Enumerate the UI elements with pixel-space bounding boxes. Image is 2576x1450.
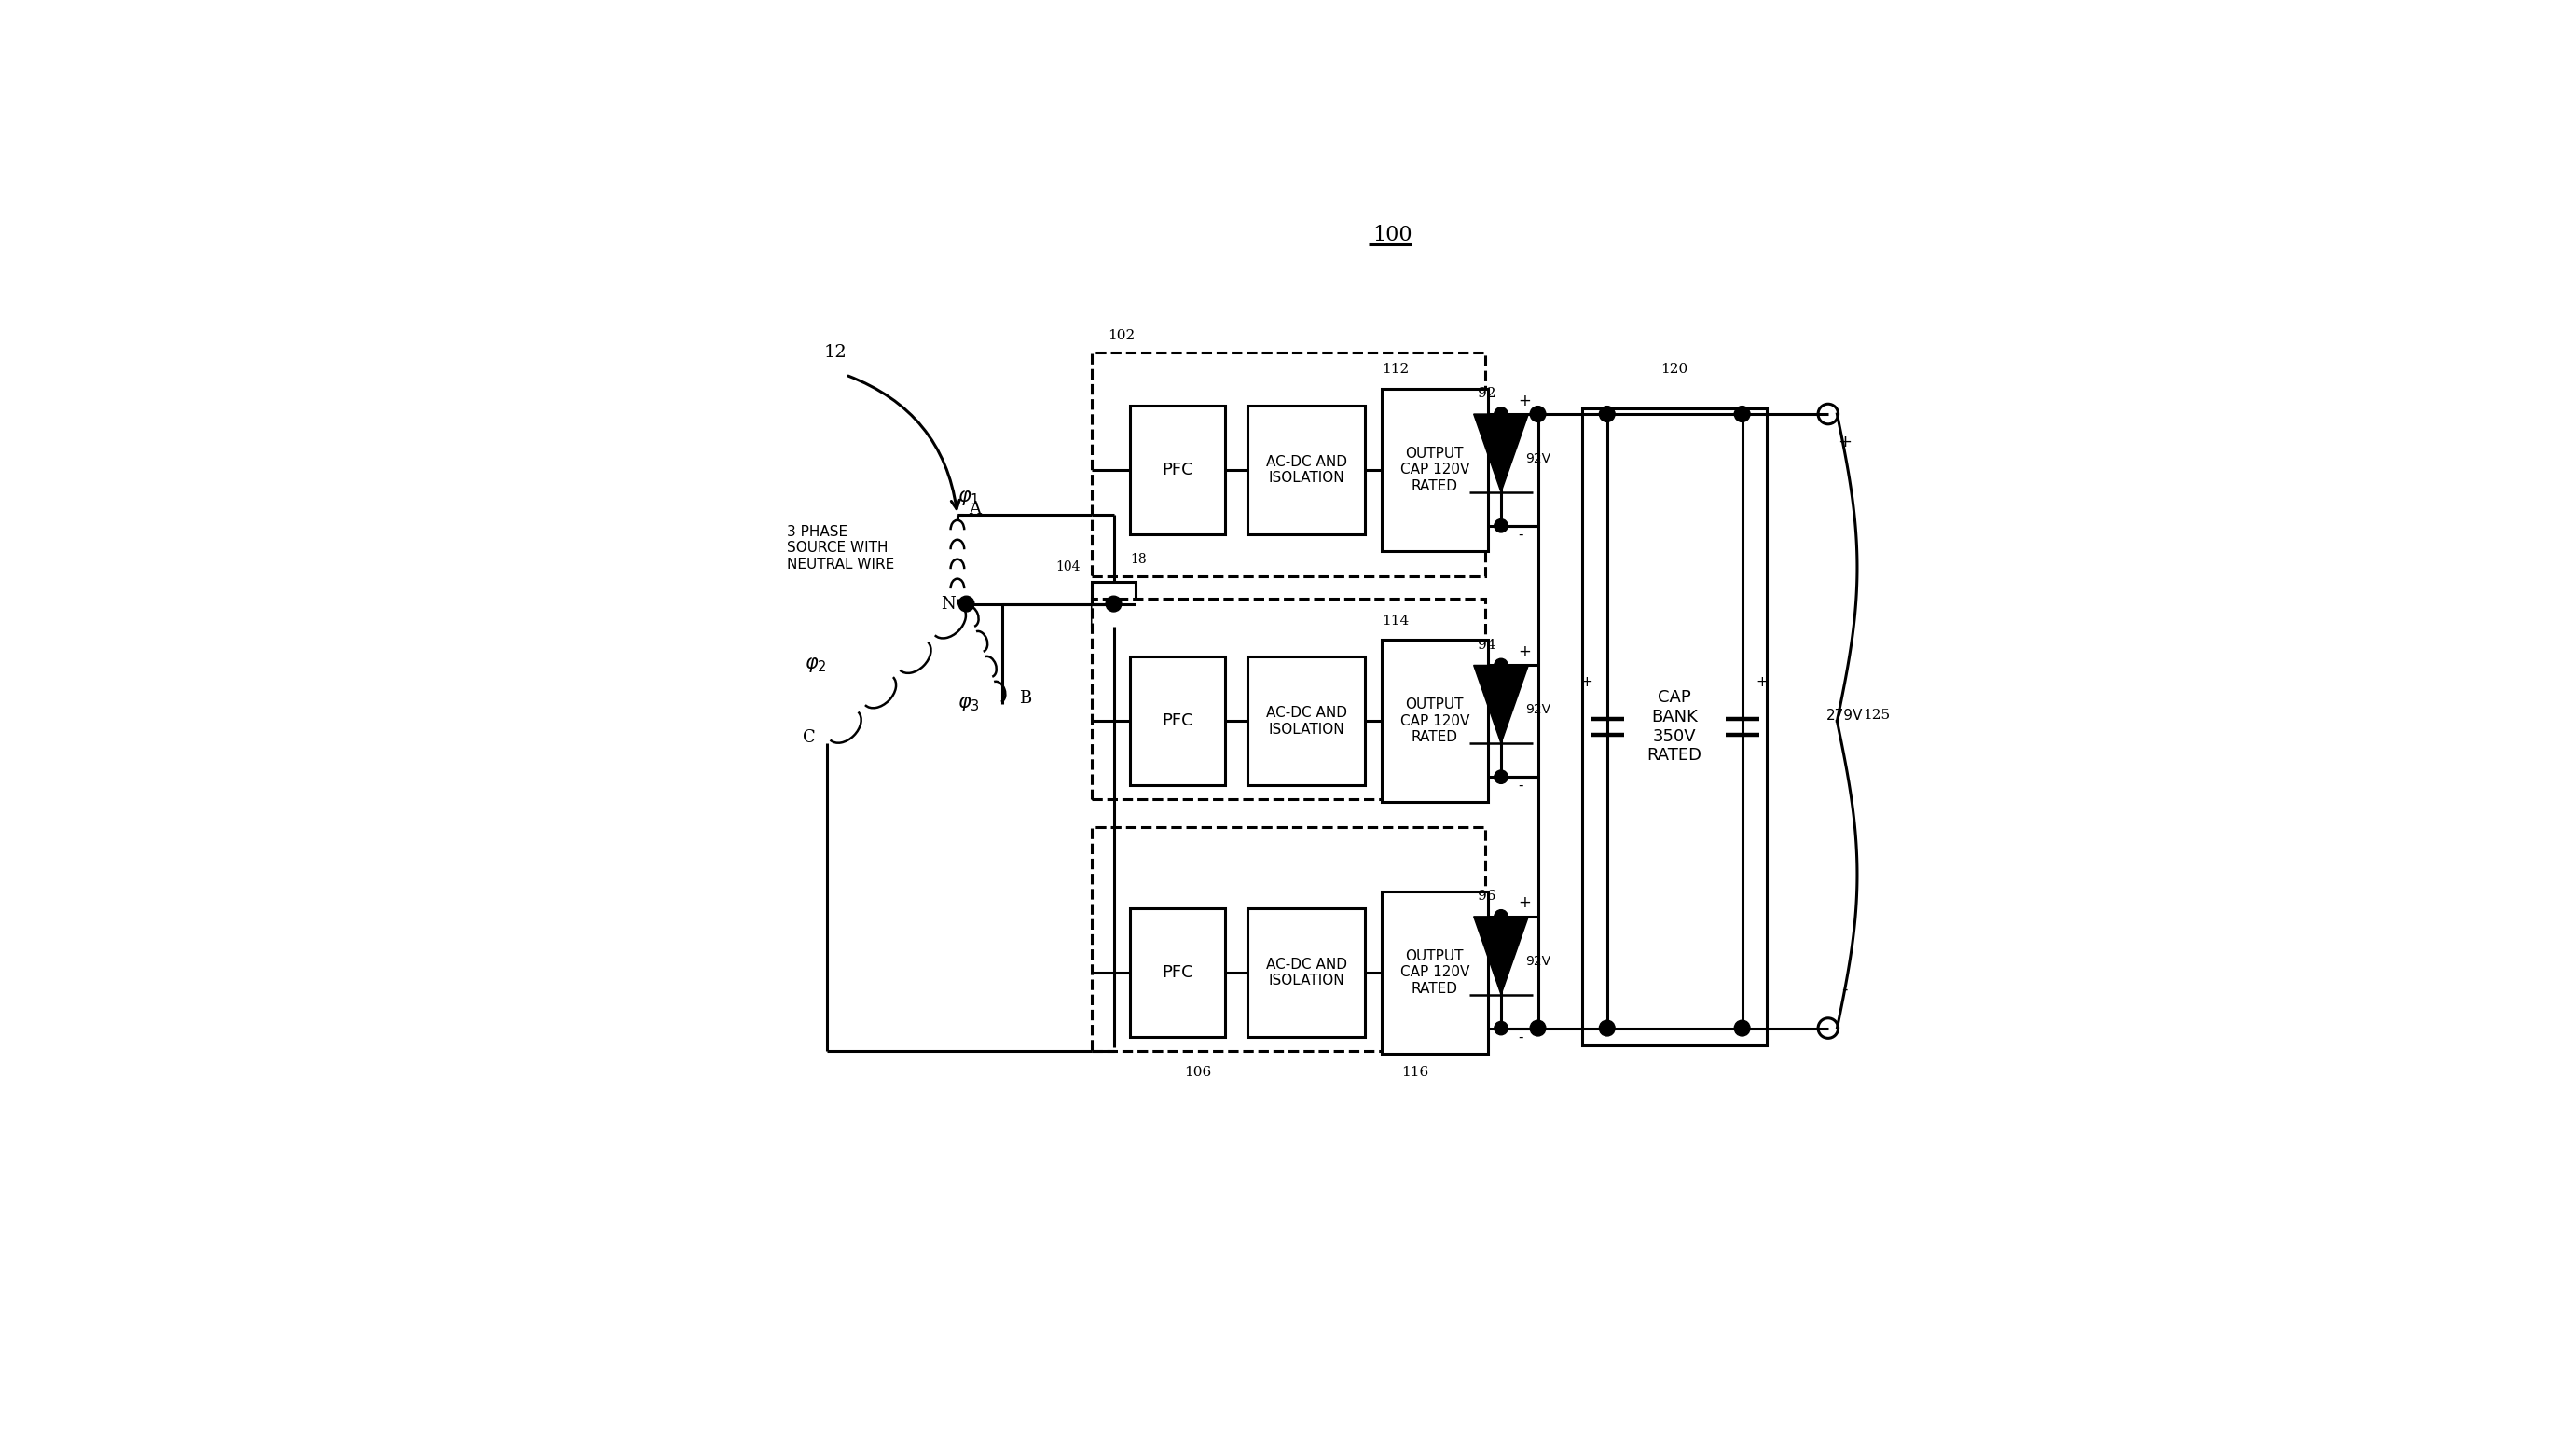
Circle shape: [1600, 406, 1615, 422]
Polygon shape: [1473, 916, 1528, 995]
Text: $\varphi_3$: $\varphi_3$: [958, 695, 979, 713]
Text: B: B: [1018, 690, 1030, 708]
Circle shape: [1530, 406, 1546, 422]
Text: 106: 106: [1185, 1066, 1211, 1079]
Text: OUTPUT
CAP 120V
RATED: OUTPUT CAP 120V RATED: [1399, 697, 1468, 744]
Polygon shape: [1473, 415, 1528, 492]
Text: 12: 12: [824, 344, 848, 361]
Circle shape: [1494, 407, 1507, 420]
Bar: [1381, 389, 1489, 551]
Text: PFC: PFC: [1162, 713, 1193, 729]
Text: AC-DC AND
ISOLATION: AC-DC AND ISOLATION: [1265, 455, 1347, 484]
Bar: [1131, 406, 1226, 534]
Text: N: N: [940, 596, 956, 612]
Bar: [1381, 639, 1489, 802]
Bar: [1092, 581, 1136, 626]
Circle shape: [1494, 1021, 1507, 1035]
Text: -: -: [1517, 528, 1522, 542]
Text: -: -: [1842, 980, 1847, 998]
Text: 279V: 279V: [1826, 709, 1862, 722]
Text: $\varphi_1$: $\varphi_1$: [958, 489, 979, 508]
Circle shape: [1600, 1021, 1615, 1035]
Text: 125: 125: [1862, 709, 1891, 722]
Text: 100: 100: [1373, 225, 1412, 245]
Text: C: C: [804, 729, 817, 747]
Text: 102: 102: [1108, 329, 1136, 342]
Circle shape: [1105, 596, 1121, 612]
Circle shape: [1734, 1021, 1749, 1035]
Text: 92V: 92V: [1525, 452, 1551, 465]
Text: 92: 92: [1476, 387, 1497, 400]
Text: $\varphi_2$: $\varphi_2$: [804, 655, 827, 674]
Text: 18: 18: [1131, 552, 1146, 566]
Circle shape: [1530, 1021, 1546, 1035]
Text: OUTPUT
CAP 120V
RATED: OUTPUT CAP 120V RATED: [1399, 447, 1468, 493]
Circle shape: [1494, 909, 1507, 924]
Bar: [1131, 908, 1226, 1037]
Text: 94: 94: [1476, 638, 1497, 651]
Bar: [1247, 406, 1365, 534]
Text: 104: 104: [1056, 561, 1079, 574]
Text: PFC: PFC: [1162, 964, 1193, 980]
Text: +: +: [1582, 676, 1592, 689]
Bar: [1247, 657, 1365, 786]
Text: +: +: [1517, 895, 1530, 912]
Text: 92V: 92V: [1525, 954, 1551, 967]
Circle shape: [958, 596, 974, 612]
Text: CAP
BANK
350V
RATED: CAP BANK 350V RATED: [1646, 689, 1703, 764]
Text: +: +: [1517, 393, 1530, 409]
Text: +: +: [1517, 644, 1530, 660]
Bar: [1092, 599, 1486, 799]
Bar: [1092, 826, 1486, 1050]
Text: OUTPUT
CAP 120V
RATED: OUTPUT CAP 120V RATED: [1399, 950, 1468, 996]
Text: 92V: 92V: [1525, 703, 1551, 716]
Text: 116: 116: [1401, 1066, 1430, 1079]
Bar: [1247, 908, 1365, 1037]
Bar: [1131, 657, 1226, 786]
Text: 120: 120: [1662, 362, 1687, 376]
Text: 3 PHASE
SOURCE WITH
NEUTRAL WIRE: 3 PHASE SOURCE WITH NEUTRAL WIRE: [786, 525, 894, 571]
Circle shape: [1494, 658, 1507, 671]
Text: +: +: [1757, 676, 1767, 689]
Text: AC-DC AND
ISOLATION: AC-DC AND ISOLATION: [1265, 957, 1347, 987]
Text: 114: 114: [1381, 613, 1409, 628]
Circle shape: [1494, 770, 1507, 783]
Text: 112: 112: [1381, 362, 1409, 376]
Polygon shape: [1473, 666, 1528, 744]
Bar: [1381, 892, 1489, 1053]
Text: +: +: [1837, 434, 1852, 451]
Bar: [1092, 352, 1486, 576]
Text: -: -: [1517, 779, 1522, 793]
Circle shape: [1494, 519, 1507, 532]
Text: AC-DC AND
ISOLATION: AC-DC AND ISOLATION: [1265, 706, 1347, 737]
Text: PFC: PFC: [1162, 461, 1193, 478]
Text: A: A: [969, 500, 981, 518]
Bar: [1582, 409, 1767, 1045]
Text: -: -: [1517, 1030, 1522, 1044]
Text: 96: 96: [1476, 890, 1497, 903]
Circle shape: [1734, 406, 1749, 422]
